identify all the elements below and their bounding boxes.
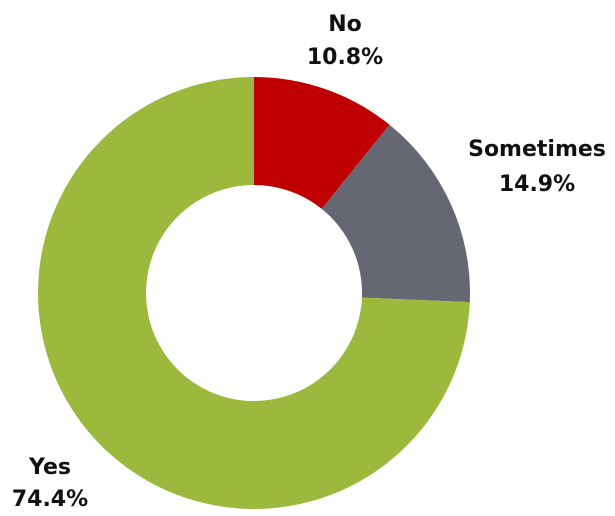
slice-label: No [328,12,362,37]
value-label: 10.8% [307,45,383,70]
value-label: 74.4% [12,487,88,512]
donut-slice [321,124,470,303]
donut-slice [254,77,390,209]
donut-slice [38,77,470,509]
slice-label: Yes [28,455,71,480]
value-label: 14.9% [499,172,575,197]
slice-label: Sometimes [468,137,606,162]
